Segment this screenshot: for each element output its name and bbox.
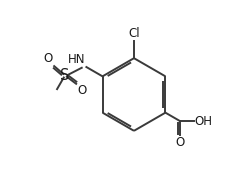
Text: S: S [60, 68, 70, 83]
Text: HN: HN [68, 53, 85, 66]
Text: O: O [43, 52, 53, 65]
Text: Cl: Cl [128, 27, 140, 40]
Text: O: O [78, 84, 87, 97]
Text: O: O [175, 136, 185, 149]
Text: OH: OH [194, 115, 212, 128]
